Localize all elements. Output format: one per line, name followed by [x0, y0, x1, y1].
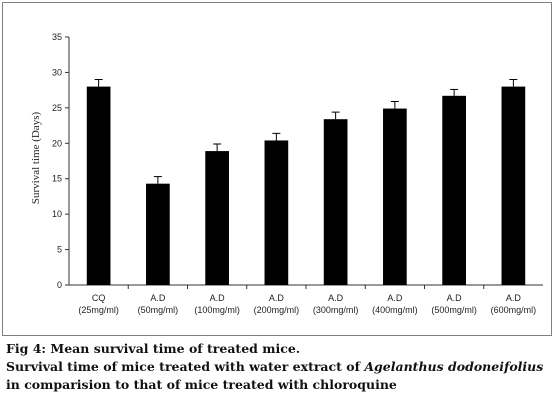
bar	[205, 151, 229, 285]
caption-line-1: Fig 4: Mean survival time of treated mic…	[6, 340, 552, 358]
x-category-labels: CQ (25mg/ml) A.D (50mg/ml) A.D (100mg/ml) A.D (…	[78, 293, 536, 315]
category-label: A.D	[210, 293, 226, 303]
y-tick-label: 5	[57, 245, 62, 255]
chart-frame: 0 5 10 15 20 25 30 35 CQ (25mg/ml) A.D (50mg/ml) A.…	[2, 2, 552, 336]
category-dose-label: (25mg/ml)	[78, 305, 119, 315]
y-axis-title: Survival time (Days)	[30, 112, 42, 205]
category-label: A.D	[506, 293, 522, 303]
caption-text-prefix: Survival time of mice treated with water…	[6, 359, 365, 374]
y-tick-label: 35	[52, 32, 62, 42]
y-tick-label: 10	[52, 209, 62, 219]
category-label: A.D	[387, 293, 403, 303]
category-dose-label: (200mg/ml)	[254, 305, 300, 315]
figure-title: Mean survival time of treated mice.	[46, 341, 301, 356]
figure-caption: Fig 4: Mean survival time of treated mic…	[6, 340, 552, 394]
caption-text-suffix: in comparision to that of mice treated w…	[6, 377, 397, 392]
caption-species-name: Agelanthus dodoneifolius	[364, 359, 544, 374]
category-dose-label: (100mg/ml)	[194, 305, 240, 315]
bar	[501, 86, 526, 285]
chart-error-bars	[94, 79, 518, 184]
category-dose-label: (400mg/ml)	[372, 305, 418, 315]
bar	[264, 140, 289, 285]
bar	[86, 86, 111, 285]
category-label: A.D	[269, 293, 285, 303]
y-tick-labels: 0 5 10 15 20 25 30 35	[52, 32, 62, 290]
figure-label: Fig 4:	[6, 341, 47, 356]
category-label: A.D	[328, 293, 344, 303]
bar	[323, 119, 348, 286]
y-tick-label: 30	[52, 67, 62, 77]
category-dose-label: (500mg/ml)	[431, 305, 477, 315]
caption-line-2: Survival time of mice treated with water…	[6, 358, 552, 394]
category-dose-label: (600mg/ml)	[491, 305, 537, 315]
category-label: A.D	[447, 293, 463, 303]
category-label: CQ	[92, 293, 106, 303]
category-dose-label: (50mg/ml)	[138, 305, 179, 315]
y-tick-label: 0	[57, 280, 62, 290]
bar-chart: 0 5 10 15 20 25 30 35 CQ (25mg/ml) A.D (50mg/ml) A.…	[30, 32, 543, 315]
y-tick-label: 15	[52, 174, 62, 184]
bar	[383, 108, 407, 286]
category-dose-label: (300mg/ml)	[313, 305, 359, 315]
y-tick-label: 20	[52, 138, 62, 148]
chart-bars	[86, 86, 526, 286]
chart-axes	[65, 36, 543, 289]
bar	[146, 183, 170, 285]
category-label: A.D	[150, 293, 166, 303]
y-tick-label: 25	[52, 103, 62, 113]
bar	[442, 95, 466, 285]
